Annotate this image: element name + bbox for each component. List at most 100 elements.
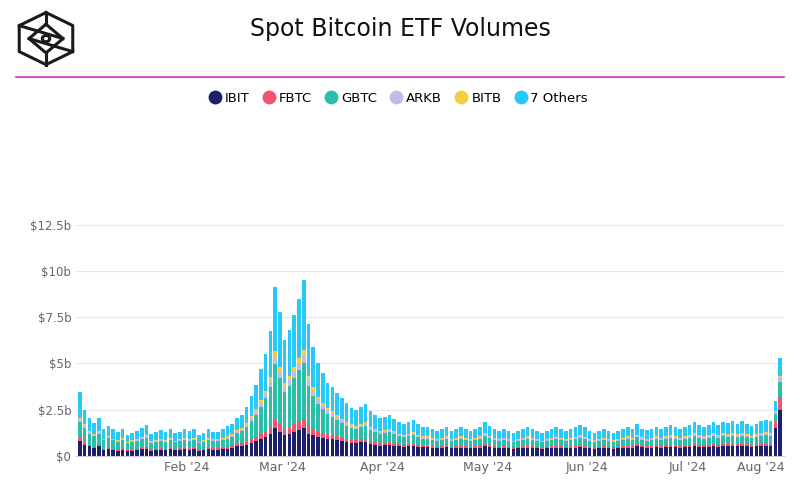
- Bar: [183, 449, 186, 456]
- Bar: [707, 425, 710, 435]
- Bar: [774, 400, 778, 411]
- Bar: [759, 433, 763, 434]
- Bar: [578, 445, 582, 447]
- Bar: [530, 446, 534, 448]
- Bar: [554, 439, 558, 446]
- Bar: [730, 434, 734, 436]
- Bar: [226, 449, 230, 456]
- Bar: [378, 434, 382, 443]
- Bar: [650, 448, 654, 456]
- Bar: [617, 441, 620, 447]
- Bar: [140, 439, 143, 448]
- Bar: [588, 431, 591, 439]
- Bar: [302, 428, 306, 456]
- Bar: [602, 440, 606, 446]
- Bar: [707, 435, 710, 436]
- Bar: [621, 446, 625, 448]
- Bar: [559, 446, 563, 448]
- Bar: [316, 432, 320, 437]
- Bar: [459, 427, 462, 436]
- Bar: [559, 448, 563, 456]
- Bar: [717, 445, 720, 447]
- Bar: [664, 447, 668, 456]
- Bar: [321, 373, 325, 402]
- Bar: [202, 440, 206, 441]
- Bar: [78, 438, 82, 441]
- Bar: [130, 451, 134, 456]
- Bar: [216, 450, 220, 456]
- Bar: [164, 450, 167, 456]
- Bar: [759, 436, 763, 444]
- Bar: [393, 443, 396, 446]
- Bar: [169, 448, 172, 449]
- Bar: [450, 447, 454, 448]
- Bar: [350, 407, 353, 424]
- Bar: [635, 444, 639, 446]
- Bar: [202, 449, 206, 450]
- Bar: [278, 424, 282, 432]
- Bar: [511, 433, 515, 441]
- Bar: [654, 447, 658, 456]
- Bar: [498, 439, 501, 440]
- Bar: [498, 448, 501, 456]
- Bar: [216, 440, 220, 441]
- Bar: [464, 448, 467, 456]
- Bar: [383, 416, 386, 430]
- Bar: [712, 436, 715, 444]
- Bar: [645, 439, 649, 441]
- Bar: [221, 449, 225, 456]
- Bar: [78, 419, 82, 421]
- Bar: [302, 350, 306, 356]
- Bar: [478, 436, 482, 437]
- Bar: [630, 448, 634, 456]
- Bar: [411, 446, 415, 456]
- Bar: [178, 440, 182, 441]
- Bar: [669, 438, 672, 445]
- Bar: [164, 432, 167, 440]
- Bar: [640, 446, 644, 447]
- Bar: [78, 441, 82, 456]
- Bar: [87, 434, 91, 445]
- Bar: [759, 434, 763, 436]
- Bar: [174, 450, 177, 456]
- Bar: [311, 396, 315, 429]
- Bar: [250, 416, 253, 418]
- Bar: [206, 449, 210, 456]
- Bar: [578, 436, 582, 438]
- Bar: [469, 440, 472, 441]
- Bar: [154, 441, 158, 442]
- Bar: [278, 312, 282, 367]
- Bar: [221, 438, 225, 439]
- Bar: [197, 443, 201, 449]
- Bar: [78, 418, 82, 419]
- Bar: [150, 449, 153, 451]
- Bar: [598, 439, 601, 440]
- Bar: [459, 448, 462, 456]
- Bar: [564, 441, 567, 447]
- Bar: [116, 451, 120, 456]
- Bar: [378, 432, 382, 434]
- Bar: [406, 434, 410, 436]
- Bar: [650, 446, 654, 448]
- Bar: [445, 447, 449, 456]
- Bar: [717, 435, 720, 436]
- Bar: [345, 442, 349, 456]
- Bar: [402, 435, 406, 436]
- Bar: [354, 440, 358, 443]
- Bar: [164, 441, 167, 442]
- Circle shape: [42, 35, 50, 42]
- Bar: [340, 398, 344, 419]
- Bar: [359, 407, 362, 424]
- Bar: [769, 434, 773, 436]
- Bar: [311, 347, 315, 387]
- Bar: [607, 441, 610, 447]
- Bar: [478, 446, 482, 448]
- Bar: [588, 447, 591, 448]
- Bar: [374, 445, 377, 456]
- Bar: [630, 446, 634, 448]
- Bar: [516, 440, 520, 441]
- Bar: [640, 440, 644, 446]
- Bar: [769, 444, 773, 446]
- Bar: [169, 429, 172, 438]
- Bar: [602, 439, 606, 440]
